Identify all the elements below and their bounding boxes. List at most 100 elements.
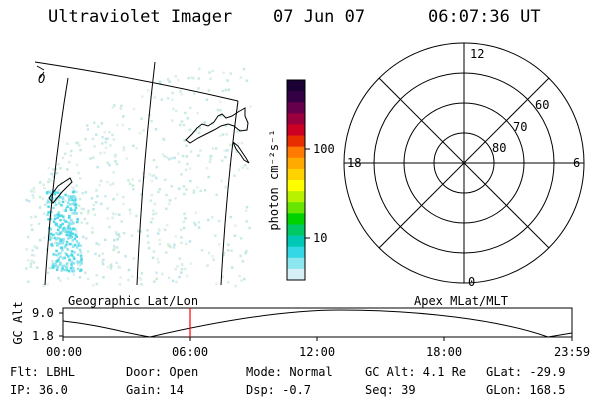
emission-pixel bbox=[78, 276, 82, 279]
emission-pixel bbox=[240, 141, 244, 145]
emission-pixel bbox=[60, 238, 63, 242]
colorbar-swatch bbox=[287, 168, 305, 181]
emission-pixel bbox=[44, 203, 47, 207]
emission-pixel bbox=[78, 177, 82, 180]
colorbar-swatch bbox=[287, 235, 305, 248]
emission-pixel bbox=[118, 283, 122, 286]
emission-pixel bbox=[190, 76, 194, 79]
colorbar-swatch bbox=[287, 146, 305, 159]
emission-pixel bbox=[72, 273, 76, 276]
emission-pixel bbox=[215, 282, 218, 285]
emission-pixel bbox=[178, 123, 182, 127]
emission-pixel bbox=[158, 80, 162, 84]
emission-pixel bbox=[112, 248, 115, 252]
emission-pixel bbox=[138, 131, 142, 135]
emission-pixel bbox=[25, 198, 28, 202]
emission-pixel bbox=[69, 233, 72, 236]
emission-pixel bbox=[47, 180, 50, 184]
emission-pixel bbox=[180, 271, 183, 274]
emission-pixel bbox=[243, 277, 246, 281]
emission-pixel bbox=[74, 234, 78, 237]
emission-pixel bbox=[103, 151, 106, 155]
emission-pixel bbox=[78, 263, 82, 267]
emission-pixel bbox=[112, 238, 116, 242]
emission-pixel bbox=[179, 90, 182, 93]
emission-pixel bbox=[106, 161, 110, 165]
emission-pixel bbox=[92, 208, 95, 211]
mlt-label-6: 6 bbox=[573, 156, 581, 170]
emission-pixel bbox=[93, 213, 96, 217]
emission-pixel bbox=[96, 165, 99, 169]
emission-pixel bbox=[75, 190, 79, 194]
emission-pixel bbox=[164, 178, 167, 181]
emission-pixel bbox=[48, 235, 52, 239]
emission-pixel bbox=[203, 188, 207, 192]
emission-pixel bbox=[79, 269, 82, 273]
emission-pixel bbox=[122, 148, 126, 152]
emission-pixel bbox=[171, 279, 175, 283]
emission-pixel bbox=[112, 198, 115, 201]
emission-pixel bbox=[32, 196, 35, 200]
emission-pixel bbox=[56, 191, 59, 195]
emission-pixel bbox=[39, 181, 42, 184]
emission-pixel bbox=[72, 190, 76, 194]
emission-pixel bbox=[76, 253, 80, 256]
emission-pixel bbox=[78, 260, 82, 264]
emission-pixel bbox=[29, 262, 33, 266]
emission-pixel bbox=[174, 267, 177, 271]
emission-pixel bbox=[105, 137, 109, 140]
mlt-label-0: 0 bbox=[468, 275, 476, 289]
emission-pixel bbox=[52, 233, 55, 237]
emission-pixel bbox=[185, 155, 189, 158]
emission-pixel bbox=[189, 150, 193, 153]
emission-pixel bbox=[233, 174, 236, 177]
emission-pixel bbox=[100, 122, 104, 125]
uv-emission-speckles bbox=[25, 67, 252, 288]
emission-pixel bbox=[30, 189, 33, 193]
emission-pixel bbox=[147, 247, 151, 250]
emission-pixel bbox=[59, 279, 62, 283]
emission-pixel bbox=[227, 280, 230, 284]
emission-pixel bbox=[178, 160, 181, 164]
emission-pixel bbox=[64, 245, 67, 248]
emission-pixel bbox=[182, 220, 186, 224]
door-info: Door: Open bbox=[126, 365, 199, 379]
emission-pixel bbox=[174, 235, 178, 238]
emission-pixel bbox=[52, 266, 55, 269]
emission-pixel bbox=[75, 235, 78, 238]
emission-pixel bbox=[248, 226, 251, 230]
emission-pixel bbox=[237, 141, 240, 145]
longitude-line bbox=[220, 100, 239, 286]
emission-pixel bbox=[73, 227, 77, 231]
emission-pixel bbox=[192, 77, 195, 80]
emission-pixel bbox=[227, 88, 231, 92]
emission-pixel bbox=[152, 158, 156, 162]
emission-pixel bbox=[91, 231, 94, 234]
emission-pixel bbox=[50, 243, 53, 246]
emission-pixel bbox=[82, 235, 85, 239]
emission-pixel bbox=[47, 218, 50, 221]
emission-pixel bbox=[168, 199, 172, 202]
emission-pixel bbox=[67, 195, 70, 198]
emission-pixel bbox=[35, 246, 38, 250]
emission-pixel bbox=[72, 262, 76, 265]
emission-pixel bbox=[224, 88, 228, 92]
emission-pixel bbox=[221, 89, 225, 93]
emission-pixel bbox=[161, 153, 165, 156]
emission-pixel bbox=[86, 212, 90, 215]
emission-pixel bbox=[165, 207, 168, 210]
emission-pixel bbox=[148, 173, 151, 176]
emission-pixel bbox=[155, 277, 158, 281]
emission-pixel bbox=[188, 167, 192, 170]
emission-pixel bbox=[194, 211, 197, 215]
emission-pixel bbox=[55, 171, 58, 175]
emission-pixel bbox=[214, 234, 217, 237]
emission-pixel bbox=[49, 232, 53, 236]
emission-pixel bbox=[128, 127, 131, 131]
emission-pixel bbox=[68, 234, 71, 237]
polar-panel-label: Apex MLat/MLT bbox=[414, 294, 508, 308]
emission-pixel bbox=[66, 247, 69, 251]
emission-pixel bbox=[102, 276, 105, 279]
emission-pixel bbox=[198, 126, 202, 130]
emission-pixel bbox=[140, 193, 143, 196]
